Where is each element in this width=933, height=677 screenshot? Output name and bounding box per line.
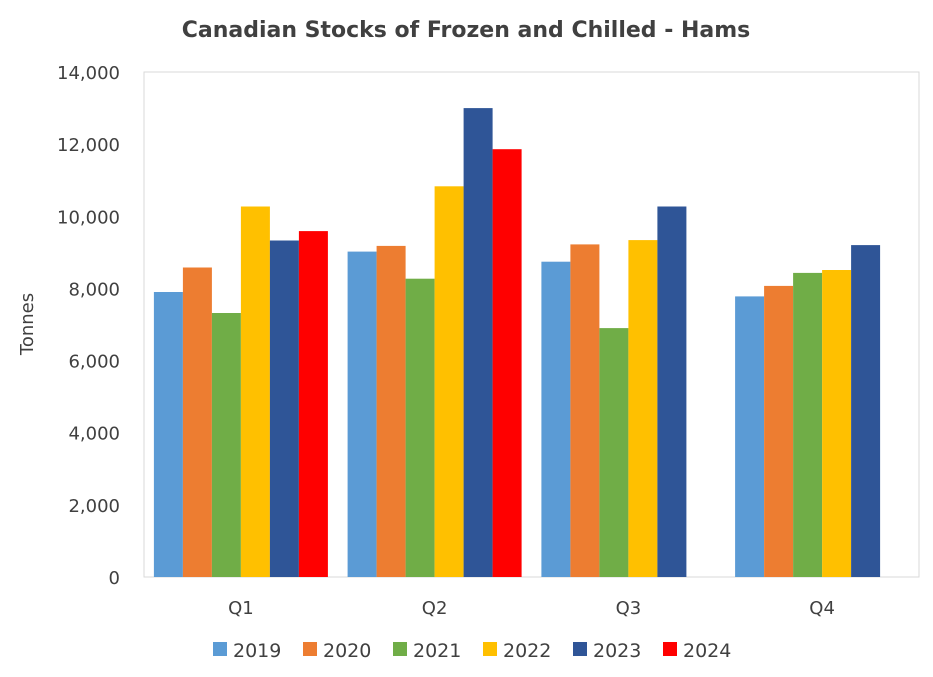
bar-2019-q2: [347, 251, 377, 577]
bar-2022-q4: [822, 270, 852, 577]
bar-2020-q3: [570, 244, 600, 577]
bar-2022-q2: [434, 186, 464, 578]
bar-2024-q2: [492, 149, 522, 577]
legend: 2019 2020 2021 2022 2023 2024: [213, 640, 731, 662]
legend-label: 2021: [413, 640, 461, 662]
bar-2019-q3: [541, 261, 571, 577]
bar-2020-q2: [376, 245, 406, 577]
bar-2020-q1: [182, 267, 212, 577]
x-tick-label: Q2: [422, 598, 448, 619]
bar-2022-q3: [628, 240, 658, 577]
legend-swatch: [303, 642, 317, 656]
y-tick-label: 6,000: [68, 352, 120, 373]
bar-2020-q4: [764, 285, 794, 577]
y-axis: 0 2,000 4,000 6,000 8,000 10,000 12,000 14,000: [57, 63, 120, 589]
legend-swatch: [573, 642, 587, 656]
bar-2023-q4: [851, 245, 881, 577]
y-tick-label: 14,000: [57, 63, 120, 84]
bars-group: [153, 108, 881, 578]
y-tick-label: 12,000: [57, 135, 120, 156]
plot-area-border: [143, 71, 920, 578]
x-tick-label: Q4: [809, 598, 835, 619]
bar-2019-q4: [735, 296, 765, 577]
x-axis: Q1 Q2 Q3 Q4: [228, 598, 835, 619]
bar-2019-q1: [153, 292, 183, 577]
bar-2024-q1: [298, 231, 328, 577]
bar-2023-q1: [269, 240, 299, 577]
bar-2021-q4: [793, 272, 823, 577]
legend-swatch: [213, 642, 227, 656]
y-tick-label: 10,000: [57, 207, 120, 228]
legend-label: 2023: [593, 640, 641, 662]
legend-label: 2024: [683, 640, 731, 662]
y-tick-label: 0: [109, 568, 120, 589]
legend-label: 2022: [503, 640, 551, 662]
x-tick-label: Q3: [616, 598, 642, 619]
chart-title: Canadian Stocks of Frozen and Chilled - …: [182, 18, 751, 43]
x-tick-label: Q1: [228, 598, 254, 619]
bar-2021-q2: [405, 278, 435, 577]
legend-swatch: [663, 642, 677, 656]
bar-2023-q2: [463, 108, 493, 577]
y-tick-label: 4,000: [68, 424, 120, 445]
legend-label: 2019: [233, 640, 281, 662]
y-axis-label: Tonnes: [17, 293, 38, 356]
bar-2021-q3: [599, 328, 629, 577]
legend-swatch: [483, 642, 497, 656]
bar-2022-q1: [240, 206, 270, 577]
y-tick-label: 2,000: [68, 496, 120, 517]
bar-2023-q3: [657, 206, 687, 577]
y-tick-label: 8,000: [68, 279, 120, 300]
bar-2021-q1: [211, 313, 241, 577]
legend-swatch: [393, 642, 407, 656]
legend-label: 2020: [323, 640, 371, 662]
